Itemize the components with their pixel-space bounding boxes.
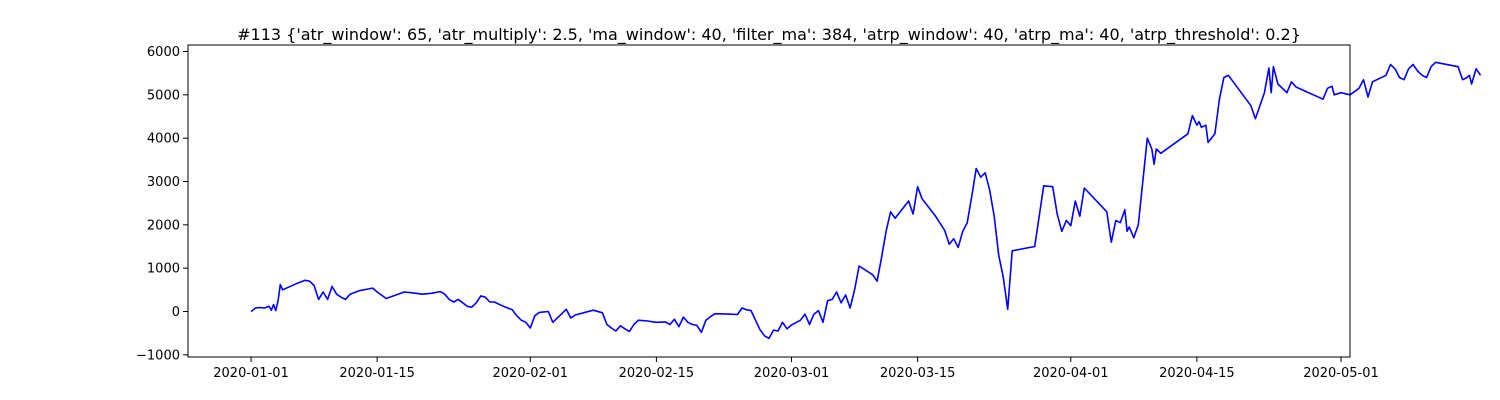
x-tick-label: 2020-01-01 [213,366,289,381]
x-tick-label: 2020-02-15 [619,366,695,381]
x-tick-label: 2020-03-15 [880,366,956,381]
x-tick-label: 2020-05-01 [1303,366,1379,381]
x-tick-label: 2020-02-01 [493,366,569,381]
x-tick-label: 2020-04-15 [1159,366,1235,381]
x-tick-label: 2020-01-15 [339,366,415,381]
y-tick-label: 2000 [147,218,180,233]
y-tick-label: 1000 [147,262,180,277]
x-tick-label: 2020-03-01 [754,366,830,381]
y-tick-label: 5000 [147,88,180,103]
chart-title: #113 {'atr_window': 65, 'atr_multiply': … [237,25,1301,45]
axes-layer: 2020-01-01 2020-01-15 2020-02-01 2020-02-15… [136,44,1379,381]
series-line-0 [250,61,1482,340]
series-layer [250,61,1482,340]
y-tick-label: 3000 [147,175,180,190]
y-tick-label: −1000 [136,348,180,363]
y-tick-label: 6000 [147,45,180,60]
plot-frame [187,44,1351,358]
y-tick-label: 0 [172,305,180,320]
y-tick-label: 4000 [147,132,180,147]
x-tick-label: 2020-04-01 [1033,366,1109,381]
